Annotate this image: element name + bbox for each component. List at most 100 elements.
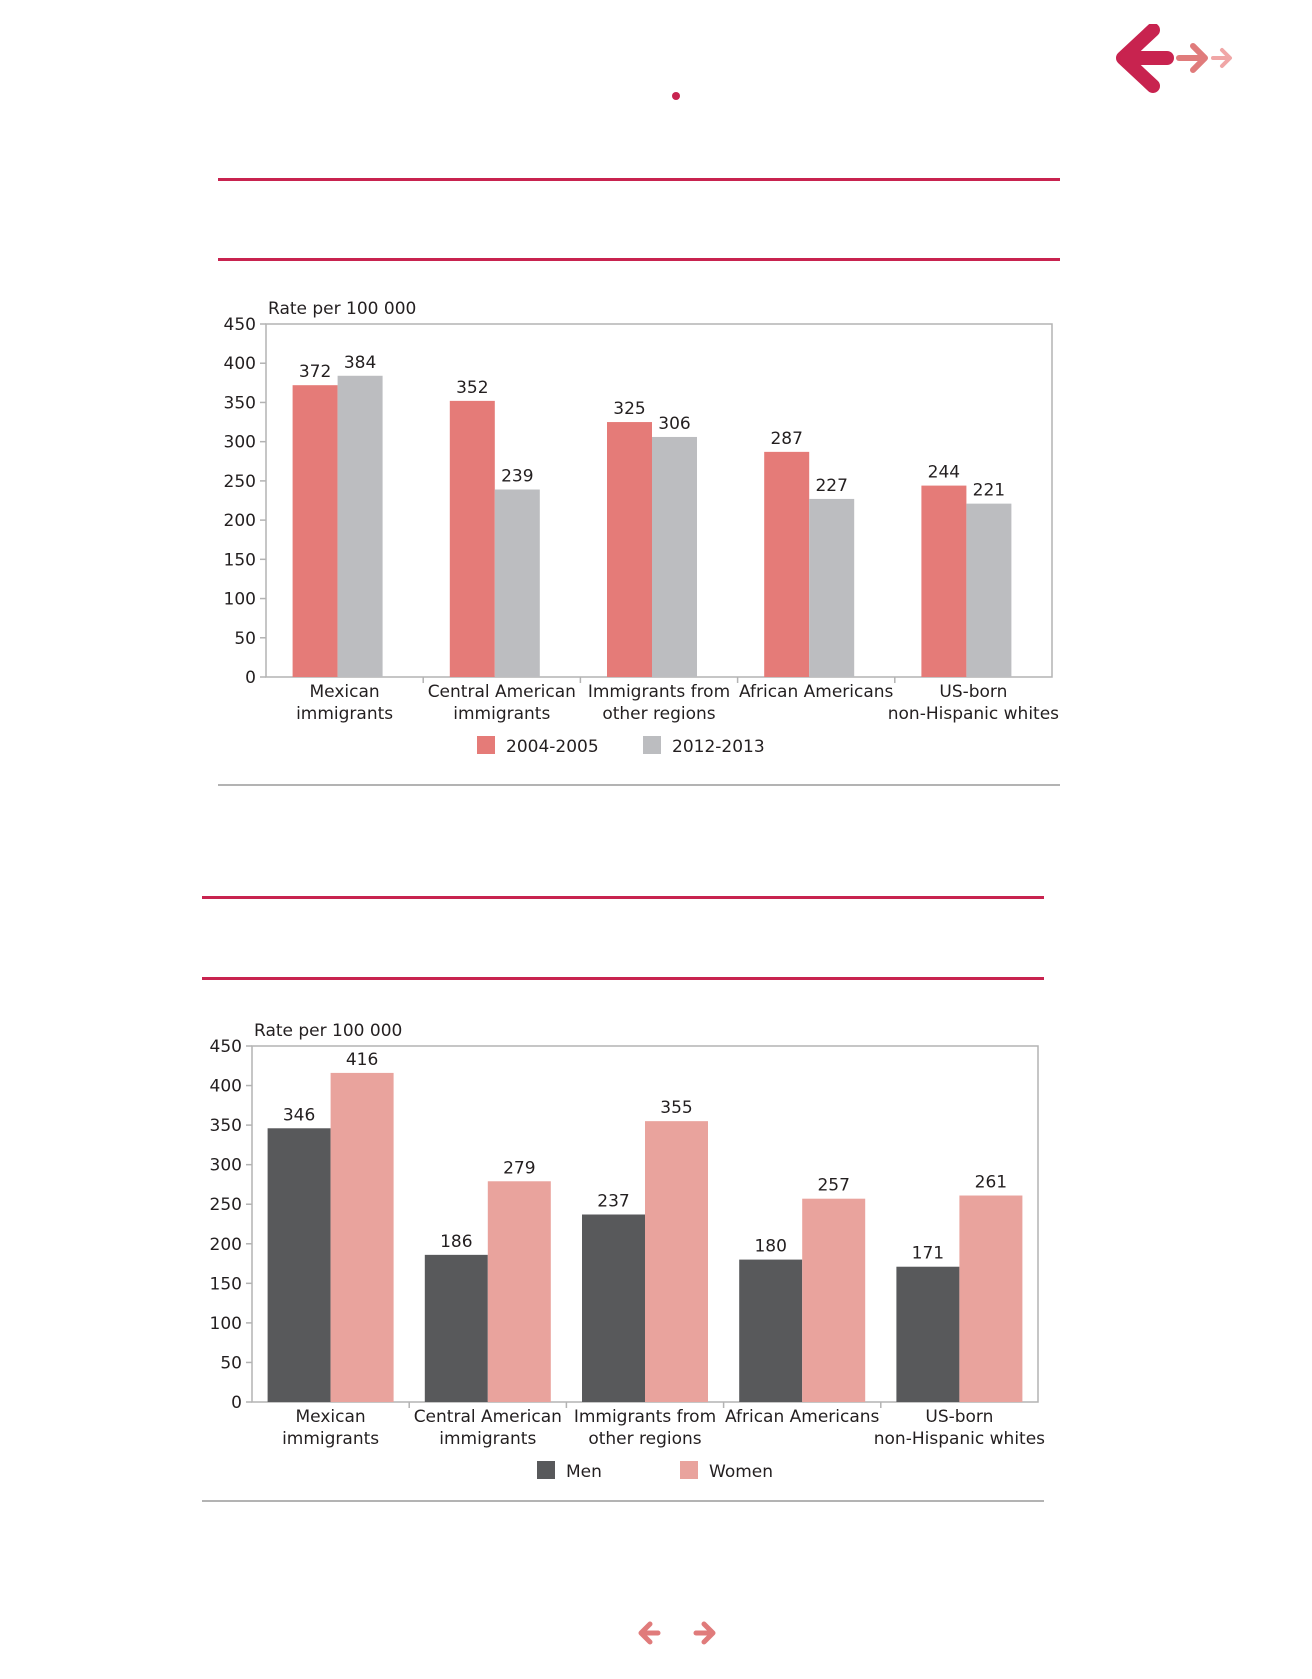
bar-2004-2005 [292,385,338,677]
figure2-title-rule [202,977,1044,980]
x-category-label: immigrants [439,1429,536,1449]
y-tick-label: 100 [224,590,256,610]
last-page-arrow-icon[interactable] [1211,48,1232,68]
bar-2012-2013 [809,498,855,677]
y-tick-label: 450 [210,1037,242,1057]
y-tick-label: 300 [224,433,256,453]
bar-women [959,1195,1023,1402]
bar-2012-2013 [652,436,697,677]
bar-men [896,1266,960,1402]
y-tick-label: 0 [231,1393,242,1413]
data-label: 239 [501,467,533,487]
legend-label: 2004-2005 [506,737,599,757]
next-page-arrow-icon[interactable] [693,1621,716,1645]
bottom-navigation [638,1621,716,1645]
x-category-label: US-born [925,1407,993,1427]
y-tick-label: 250 [224,472,256,492]
y-tick-label: 0 [245,668,256,688]
legend-swatch [477,736,495,754]
bar-women [645,1121,708,1402]
bar-men [424,1254,488,1402]
x-category-label: African Americans [739,682,894,702]
data-label: 306 [658,414,690,434]
x-category-label: Central American [428,682,576,702]
chart-rates-by-sex: Rate per 100 000 0 50 100 150 200 250 300 350 400… [210,1021,1046,1482]
data-label: 257 [817,1176,849,1196]
y-tick-label: 350 [210,1116,242,1136]
x-category-label: immigrants [453,704,550,724]
forward-arrow-icon[interactable] [1176,43,1208,73]
data-label: 352 [456,378,488,398]
data-label: 261 [975,1173,1007,1193]
y-tick-label: 50 [220,1353,242,1373]
figure1-title-rule [218,258,1060,261]
y-tick-label: 400 [224,354,256,374]
bar-2004-2005 [921,485,967,677]
x-category-label: Immigrants from [588,682,730,702]
data-label: 180 [754,1237,786,1257]
page-dot [672,92,680,100]
data-label: 237 [597,1192,629,1212]
data-label: 186 [440,1232,472,1252]
bar-2004-2005 [607,422,652,677]
y-tick-label: 350 [224,393,256,413]
data-label: 244 [928,463,960,483]
x-category-label: other regions [588,1429,701,1449]
data-label: 171 [912,1244,944,1264]
top-navigation [1116,24,1232,93]
legend-swatch [680,1461,698,1479]
x-category-label: immigrants [282,1429,379,1449]
bar-2012-2013 [494,489,540,677]
y-tick-label: 250 [210,1195,242,1215]
chart-rates-by-period: Rate per 100 000 0 50 100 150 200 250 300 350 400… [224,299,1060,757]
bar-women [487,1181,551,1402]
x-category-label: Central American [414,1407,562,1427]
bar-men [267,1128,331,1402]
legend-swatch [537,1461,555,1479]
figure2-bottom-rule [202,1500,1044,1502]
bar-2004-2005 [449,400,495,677]
figure1-bottom-rule [218,784,1060,786]
y-tick-label: 300 [210,1156,242,1176]
x-category-label: US-born [939,682,1007,702]
figure1-top-rule [218,178,1060,181]
y-axis-label: Rate per 100 000 [268,299,416,319]
y-tick-label: 150 [210,1274,242,1294]
previous-page-arrow-icon[interactable] [638,1621,661,1645]
data-label: 221 [973,481,1005,501]
y-tick-label: 200 [210,1235,242,1255]
bar-2004-2005 [764,451,810,677]
data-label: 372 [299,362,331,382]
y-tick-label: 200 [224,511,256,531]
y-axis-label: Rate per 100 000 [254,1021,402,1041]
legend-label: Women [709,1462,773,1482]
y-tick-label: 400 [210,1077,242,1097]
back-arrow-icon[interactable] [1116,24,1174,93]
y-tick-label: 150 [224,550,256,570]
x-category-label: other regions [602,704,715,724]
bar-2012-2013 [337,375,383,677]
x-category-label: Mexican [310,682,380,702]
data-label: 287 [770,429,802,449]
data-label: 227 [815,476,847,496]
bar-men [739,1259,803,1402]
x-category-label: African Americans [725,1407,880,1427]
legend-label: Men [566,1462,602,1482]
legend-label: 2012-2013 [672,737,765,757]
x-category-label: Immigrants from [574,1407,716,1427]
bar-women [802,1198,866,1402]
bar-women [330,1072,394,1402]
bar-2012-2013 [966,503,1012,677]
figure2-top-rule [202,896,1044,899]
data-label: 384 [344,353,376,373]
y-tick-label: 100 [210,1314,242,1334]
bar-men [582,1214,645,1402]
y-tick-label: 50 [234,629,256,649]
data-label: 279 [503,1158,535,1178]
x-category-label: Mexican [296,1407,366,1427]
x-category-label: non-Hispanic whites [874,1429,1045,1449]
data-label: 416 [346,1050,378,1070]
legend-swatch [643,736,661,754]
x-category-label: immigrants [296,704,393,724]
data-label: 355 [660,1098,692,1118]
